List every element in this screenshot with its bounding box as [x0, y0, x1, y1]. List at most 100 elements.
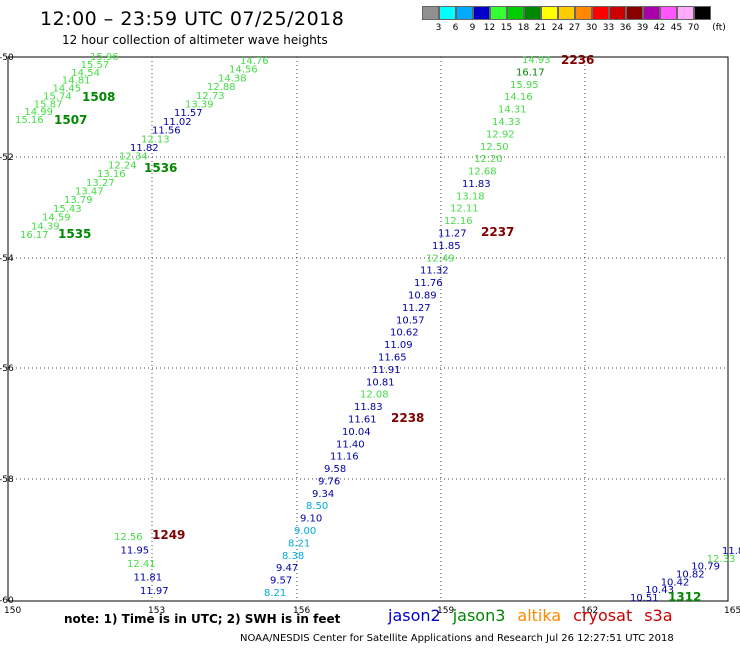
wave-height-label: 9.10	[300, 514, 322, 525]
scale-swatch	[422, 6, 439, 20]
wave-height-label: 10.89	[408, 291, 437, 302]
scale-label: 15	[500, 23, 513, 33]
axis-tick-labels: 150 153 156 159 162 165 -50 -52 -54 -56 -58 -60	[0, 53, 740, 616]
pass-time-label: 2237	[481, 225, 514, 239]
wave-height-label: 14.59	[42, 213, 71, 224]
wave-height-label: 12.11	[450, 204, 479, 215]
wave-height-label: 14.31	[498, 105, 527, 116]
y-tick-label: -58	[0, 475, 14, 485]
wave-height-label: 13.18	[456, 191, 485, 202]
scale-unit: (ft)	[712, 23, 726, 33]
wave-height-label: 13.27	[86, 178, 115, 189]
x-tick-label: 153	[148, 606, 165, 616]
wave-height-label: 16.17	[20, 230, 49, 241]
pass-time-label: 1249	[152, 528, 185, 542]
y-tick-label: -56	[0, 364, 14, 374]
legend-cryosat: cryosat	[573, 606, 633, 625]
scale-label: 21	[534, 23, 547, 33]
wave-height-label: 11.40	[336, 439, 365, 450]
wave-height-label: 11.61	[348, 415, 377, 426]
footer-credit: NOAA/NESDIS Center for Satellite Applica…	[240, 633, 674, 644]
y-tick-label: -52	[0, 153, 14, 163]
x-tick-label: 156	[293, 606, 310, 616]
wave-height-label: 12.20	[474, 154, 503, 165]
wave-height-label: 10.42	[661, 577, 690, 588]
scale-swatch	[439, 6, 456, 20]
scale-swatch	[575, 6, 592, 20]
pass-time-label: 1507	[54, 113, 87, 127]
scale-label: 12	[483, 23, 496, 33]
wave-height-label: 12.92	[486, 129, 515, 140]
legend-s3a: s3a	[644, 606, 673, 625]
wave-height-label: 9.57	[270, 576, 292, 587]
legend-jason2: jason2	[388, 606, 441, 625]
wave-height-label: 11.56	[152, 126, 181, 137]
wave-height-label: 13.39	[185, 100, 214, 111]
scale-label: 24	[551, 23, 564, 33]
scale-swatch	[507, 6, 524, 20]
wave-height-label: 15.43	[53, 204, 82, 215]
wave-height-label: 15.74	[43, 91, 72, 102]
wave-height-label: 11.27	[438, 229, 467, 240]
wave-height-label: 14.81	[62, 76, 91, 87]
scale-swatch	[609, 6, 626, 20]
x-tick-label: 150	[4, 606, 21, 616]
wave-height-label: 10.43	[645, 585, 674, 596]
wave-height-label: 9.58	[324, 464, 346, 475]
wave-height-label: 11.65	[378, 353, 407, 364]
y-tick-label: -50	[0, 53, 14, 63]
scale-label: 42	[653, 23, 666, 33]
map-title: 12:00 – 23:59 UTC 07/25/2018	[40, 8, 345, 30]
wave-height-label: 8.21	[288, 538, 310, 549]
wave-height-label: 15.16	[15, 115, 44, 126]
pass-time-label: 1508	[82, 90, 115, 104]
wave-height-label: 11.95	[121, 546, 150, 557]
wave-height-label: 8.38	[282, 551, 304, 562]
wave-height-label: 11.16	[330, 452, 359, 463]
scale-label: 45	[670, 23, 683, 33]
scale-swatch	[694, 6, 711, 20]
scale-label: 18	[517, 23, 530, 33]
wave-height-label: 11.83	[354, 402, 383, 413]
wave-height-label: 11.57	[174, 108, 203, 119]
wave-height-label: 14.76	[240, 56, 269, 67]
scale-swatch	[490, 6, 507, 20]
wave-height-label: 8.21	[264, 588, 286, 599]
wave-height-label: 12.56	[114, 532, 143, 543]
wave-height-label: 10.57	[396, 315, 425, 326]
altimeter-tracks: 15.9615.5714.5414.8114.4515.7415.8714.99…	[15, 52, 740, 604]
wave-height-label: 11.02	[163, 117, 192, 128]
wave-height-label: 10.51	[630, 593, 659, 604]
scale-swatch	[541, 6, 558, 20]
wave-height-label: 14.99	[24, 107, 53, 118]
wave-height-label: 8.50	[306, 501, 328, 512]
wave-height-label: 11.97	[140, 586, 169, 597]
scale-label: 36	[619, 23, 632, 33]
wave-height-label: 9.34	[312, 489, 334, 500]
wave-height-label: 11.85	[432, 241, 461, 252]
wave-height-label: 11.83	[462, 179, 491, 190]
wave-height-label: 10.82	[676, 570, 705, 581]
wave-height-label: 12.73	[196, 91, 225, 102]
scale-swatch	[456, 6, 473, 20]
scale-label: 9	[469, 23, 476, 33]
wave-height-label: 11.82	[130, 143, 159, 154]
legend-altika: altika	[517, 606, 562, 625]
legend-jason3: jason3	[452, 606, 506, 625]
pass-time-label: 1536	[144, 161, 177, 175]
wave-height-label: 11.32	[420, 266, 449, 277]
scale-label: 27	[568, 23, 581, 33]
wave-height-label: 11.8	[722, 546, 740, 557]
scale-label: 70	[687, 23, 700, 33]
wave-height-label: 11.81	[134, 573, 163, 584]
y-tick-label: -54	[0, 254, 14, 264]
y-tick-label: -60	[0, 596, 14, 606]
wave-height-label: 12.16	[444, 216, 473, 227]
wave-height-label: 12.68	[468, 167, 497, 178]
wave-height-label: 14.33	[492, 117, 521, 128]
scale-swatch	[677, 6, 694, 20]
wave-height-label: 9.00	[294, 526, 316, 537]
wave-height-label: 14.16	[504, 92, 533, 103]
wave-height-label: 15.87	[34, 99, 63, 110]
